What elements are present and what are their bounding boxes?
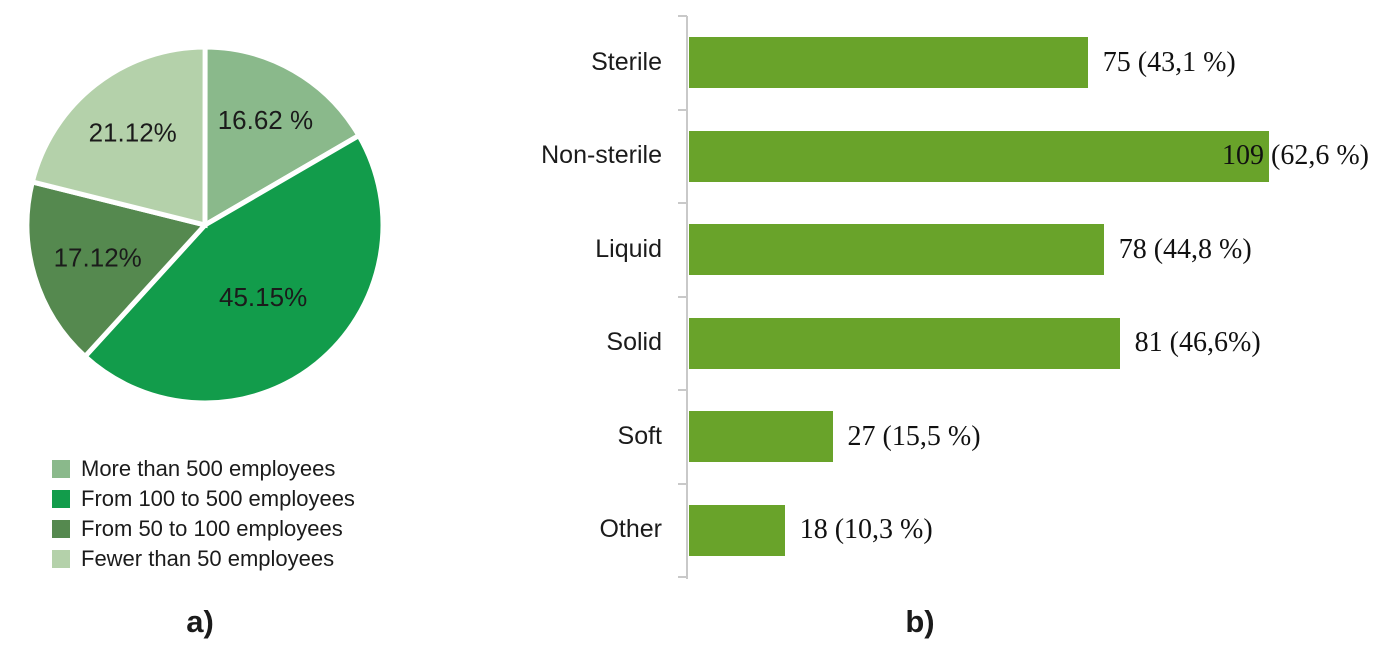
category-label: Solid <box>606 328 662 357</box>
value-label: 109 (62,6 %) <box>1222 140 1369 171</box>
axis-tick <box>678 108 687 111</box>
legend-item: From 50 to 100 employees <box>52 514 355 544</box>
pie-legend: More than 500 employees From 100 to 500 e… <box>52 454 355 574</box>
legend-label: Fewer than 50 employees <box>81 546 335 571</box>
category-label: Soft <box>617 421 662 450</box>
legend-item: More than 500 employees <box>52 454 355 484</box>
pie-slice <box>29 44 208 229</box>
y-axis-line <box>686 16 688 579</box>
legend-label: From 100 to 500 employees <box>81 486 355 511</box>
pie-slice-label: 17.12% <box>54 242 142 272</box>
bar <box>689 130 1269 182</box>
axis-tick <box>678 576 687 578</box>
legend-swatch <box>52 460 70 478</box>
category-label: Other <box>599 515 662 544</box>
value-label: 81 (46,6%) <box>1134 327 1261 358</box>
pie-slice-label: 45.15% <box>219 282 307 312</box>
axis-tick <box>678 15 687 17</box>
legend-swatch <box>52 520 70 538</box>
axis-tick <box>678 389 687 391</box>
bar <box>689 224 1104 275</box>
legend-label: More than 500 employees <box>81 456 336 481</box>
value-label: 75 (43,1 %) <box>1102 46 1236 78</box>
category-label: Liquid <box>595 234 662 263</box>
category-label: Sterile <box>591 47 662 76</box>
axis-tick <box>678 202 687 204</box>
panel-b-caption: b) <box>905 604 935 639</box>
panel-a-caption: a) <box>186 604 214 639</box>
pie-slice <box>81 132 386 406</box>
pie-slice-label: 16.62 % <box>218 105 313 135</box>
bar-chart: Sterile 75 (43,1 %) Non-sterile 109 (62,6 %… <box>541 15 1369 579</box>
pie-slice-label: 21.12% <box>89 117 177 147</box>
legend-item: Fewer than 50 employees <box>52 544 355 574</box>
value-label: 27 (15,5 %) <box>847 420 981 452</box>
value-label: 18 (10,3 %) <box>799 514 933 545</box>
value-label: 78 (44,8 %) <box>1118 233 1252 265</box>
pie-chart: 16.62 % 45.15% 17.12% 21.12% <box>24 44 386 406</box>
axis-tick <box>678 295 687 298</box>
axis-tick <box>678 482 687 485</box>
legend-label: From 50 to 100 employees <box>81 516 343 541</box>
bar <box>689 317 1120 369</box>
bar <box>689 411 833 462</box>
legend-swatch <box>52 550 70 568</box>
category-label: Non-sterile <box>541 141 662 170</box>
pie-slice <box>24 178 210 361</box>
bar <box>689 504 785 556</box>
bar <box>689 37 1088 88</box>
legend-item: From 100 to 500 employees <box>52 484 355 514</box>
legend-swatch <box>52 490 70 508</box>
pie-slice <box>202 44 363 230</box>
